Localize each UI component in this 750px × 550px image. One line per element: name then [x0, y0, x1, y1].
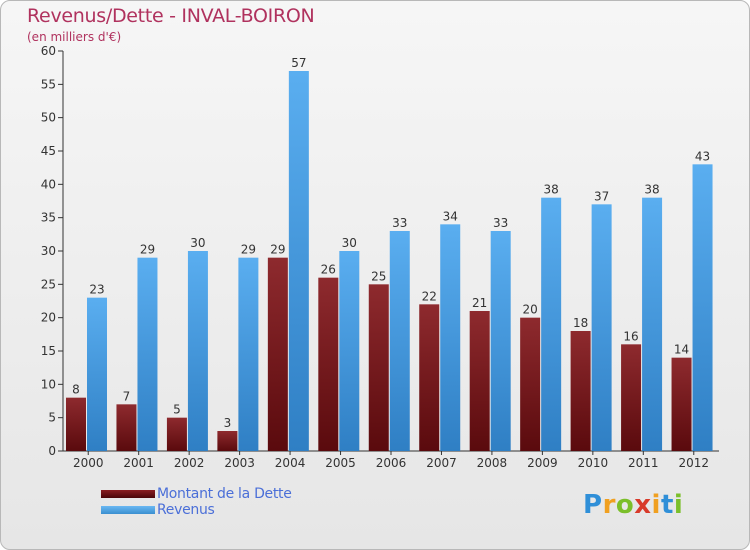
- logo-letter: i: [673, 490, 684, 520]
- x-tick-label: 2003: [224, 456, 255, 470]
- legend-swatch-dette: [101, 490, 155, 498]
- data-label-revenus: 33: [392, 216, 407, 230]
- x-tick-label: 2005: [325, 456, 356, 470]
- y-tick-label: 60: [41, 44, 56, 58]
- x-tick-label: 2001: [123, 456, 154, 470]
- bar-revenus: [490, 231, 511, 451]
- bar-dette: [267, 257, 288, 451]
- data-label-dette: 8: [72, 383, 80, 397]
- x-tick-label: 2006: [376, 456, 407, 470]
- bar-dette: [520, 317, 541, 451]
- y-tick-label: 30: [41, 244, 56, 258]
- x-tick-label: 2008: [477, 456, 508, 470]
- data-label-dette: 16: [623, 329, 638, 343]
- bar-dette: [570, 331, 591, 451]
- bar-revenus: [591, 204, 612, 451]
- x-tick-label: 2000: [73, 456, 104, 470]
- data-label-revenus: 38: [644, 183, 659, 197]
- y-tick-label: 55: [41, 77, 56, 91]
- data-label-revenus: 30: [190, 236, 205, 250]
- y-tick-label: 20: [41, 311, 56, 325]
- data-label-revenus: 43: [695, 149, 710, 163]
- data-label-dette: 5: [173, 403, 181, 417]
- chart-subtitle: (en milliers d'€): [27, 30, 122, 44]
- y-tick-label: 50: [41, 111, 56, 125]
- x-tick-label: 2002: [174, 456, 205, 470]
- legend-swatch-revenus: [101, 506, 155, 514]
- data-label-revenus: 23: [89, 283, 104, 297]
- x-tick-label: 2012: [678, 456, 709, 470]
- bar-revenus: [692, 164, 713, 452]
- data-label-dette: 3: [224, 416, 232, 430]
- bar-dette: [66, 397, 86, 451]
- bar-revenus: [238, 257, 259, 451]
- bar-dette: [116, 404, 137, 451]
- x-tick-label: 2004: [275, 456, 306, 470]
- bar-revenus: [288, 71, 309, 451]
- data-label-dette: 14: [674, 343, 689, 357]
- data-label-dette: 29: [270, 243, 285, 257]
- data-label-revenus: 29: [140, 243, 155, 257]
- bar-revenus: [440, 224, 461, 451]
- data-label-dette: 26: [321, 263, 336, 277]
- y-tick-label: 5: [48, 411, 56, 425]
- bar-revenus: [137, 257, 158, 451]
- proxiti-logo: Proxiti: [583, 490, 683, 520]
- data-label-revenus: 29: [241, 243, 256, 257]
- y-tick-label: 25: [41, 277, 56, 291]
- legend-label-dette: Montant de la Dette: [157, 486, 292, 502]
- logo-letter: o: [615, 490, 635, 520]
- y-tick-label: 40: [41, 177, 56, 191]
- bar-dette: [368, 284, 389, 451]
- bar-dette: [217, 431, 238, 451]
- logo-letter: r: [602, 490, 616, 520]
- x-tick-label: 2011: [628, 456, 659, 470]
- logo-letter: i: [651, 490, 661, 520]
- y-tick-label: 35: [41, 211, 56, 225]
- logo-letter: x: [634, 490, 652, 520]
- y-tick-label: 15: [41, 344, 56, 358]
- data-label-revenus: 33: [493, 216, 508, 230]
- bar-dette: [621, 344, 642, 451]
- bar-revenus: [87, 297, 107, 451]
- bar-revenus: [339, 251, 360, 451]
- y-tick-label: 10: [41, 377, 56, 391]
- x-tick-label: 2007: [426, 456, 457, 470]
- bar-revenus: [642, 197, 663, 451]
- bar-revenus: [389, 231, 410, 451]
- legend-label-revenus: Revenus: [157, 502, 215, 518]
- y-tick-label: 0: [48, 444, 56, 458]
- bar-revenus: [541, 197, 562, 451]
- data-label-dette: 21: [472, 296, 487, 310]
- data-label-dette: 22: [422, 289, 437, 303]
- bar-dette: [419, 304, 440, 451]
- data-label-revenus: 34: [443, 209, 458, 223]
- data-label-dette: 20: [523, 303, 538, 317]
- x-tick-label: 2010: [578, 456, 609, 470]
- x-tick-label: 2009: [527, 456, 558, 470]
- data-label-revenus: 57: [291, 56, 306, 70]
- data-label-dette: 25: [371, 269, 386, 283]
- data-label-revenus: 38: [544, 183, 559, 197]
- logo-letter: P: [583, 490, 603, 520]
- bar-dette: [469, 311, 490, 451]
- chart-title: Revenus/Dette - INVAL-BOIRON: [27, 5, 315, 27]
- data-label-revenus: 37: [594, 189, 609, 203]
- bar-dette: [166, 417, 187, 451]
- bar-dette: [318, 277, 339, 451]
- data-label-dette: 18: [573, 316, 588, 330]
- bar-dette: [671, 357, 692, 451]
- logo-letter: t: [660, 490, 674, 520]
- data-label-revenus: 30: [342, 236, 357, 250]
- y-tick-label: 45: [41, 144, 56, 158]
- data-label-dette: 7: [123, 389, 131, 403]
- bar-revenus: [187, 251, 208, 451]
